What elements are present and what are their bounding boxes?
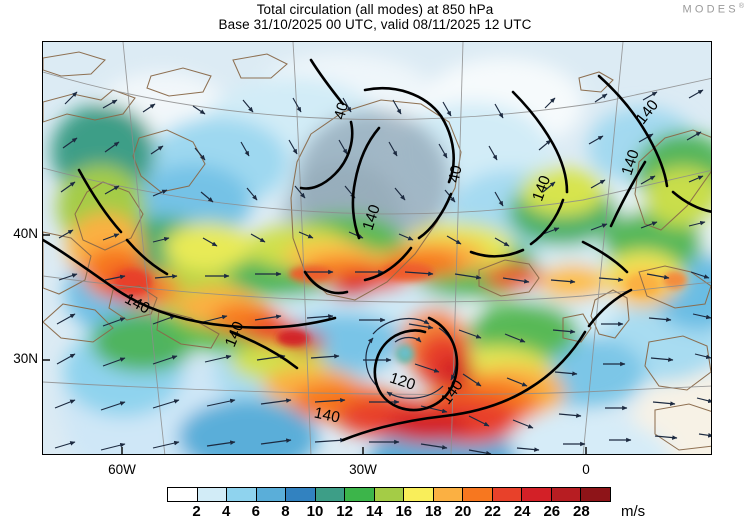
graticule — [43, 42, 711, 454]
chart-title-block: Total circulation (all modes) at 850 hPa… — [0, 0, 750, 32]
colorbar-segment — [315, 488, 346, 501]
colorbar-segment — [345, 488, 375, 501]
colorbar-segment — [581, 488, 610, 501]
colorbar-segment — [256, 488, 287, 501]
modes-logo: MODES® — [682, 3, 744, 16]
colorbar-segment — [227, 488, 257, 501]
colorbar-tick-label: 12 — [336, 503, 353, 520]
colorbar-segment — [168, 488, 198, 501]
lat-label-30n: 30N — [13, 351, 38, 366]
colorbar-segment — [463, 488, 493, 501]
contour-label: 40 — [445, 163, 465, 184]
colorbar-tick-label: 24 — [513, 503, 531, 520]
colorbar-swatches — [167, 487, 611, 502]
colorbar-tick-label: 18 — [425, 503, 442, 520]
chart-subtitle: Base 31/10/2025 00 UTC, valid 08/11/2025… — [218, 17, 532, 32]
colorbar-segment — [374, 488, 405, 501]
colorbar-tick-label: 8 — [281, 503, 290, 520]
colorbar-tick-label: 20 — [454, 503, 472, 520]
map-panel: 40 40 140 140 140 140 140 140 120 140 140 — [42, 41, 712, 455]
wind-vector-arrows — [54, 89, 711, 454]
lon-label-0: 0 — [582, 462, 590, 477]
colorbar-tick-label: 16 — [395, 503, 413, 520]
colorbar-unit-label: m/s — [621, 503, 646, 520]
colorbar-segment — [197, 488, 228, 501]
colorbar-tick-label: 22 — [484, 503, 501, 520]
lat-label-40n: 40N — [13, 226, 38, 241]
colorbar: 2 4 6 8 10 12 14 16 18 20 22 24 26 28 — [167, 487, 611, 520]
colorbar-segment — [286, 488, 316, 501]
geopotential-contours — [43, 58, 711, 442]
colorbar-tick-label: 10 — [306, 503, 324, 520]
colorbar-tick-label: 2 — [192, 503, 201, 520]
colorbar-segment — [492, 488, 523, 501]
colorbar-tick-label: 6 — [251, 503, 260, 520]
colorbar-tick-label: 4 — [222, 503, 231, 520]
lon-label-30w: 30W — [349, 462, 377, 477]
coastlines — [43, 51, 711, 451]
page-title: Total circulation (all modes) at 850 hPa — [256, 2, 494, 17]
contour-label: 140 — [313, 405, 342, 427]
colorbar-tick-label: 26 — [543, 503, 561, 520]
brand-text: MODES — [682, 3, 739, 16]
colorbar-segment — [404, 488, 434, 501]
contour-label: 40 — [331, 100, 352, 121]
lon-label-60w: 60W — [108, 462, 136, 477]
colorbar-tick-label: 28 — [573, 503, 590, 520]
brand-mark: ® — [738, 3, 744, 10]
colorbar-segment — [522, 488, 552, 501]
map-frame: 40 40 140 140 140 140 140 140 120 140 140 — [42, 41, 712, 455]
colorbar-tick-label: 14 — [365, 503, 383, 520]
colorbar-segment — [551, 488, 582, 501]
colorbar-segment — [433, 488, 464, 501]
